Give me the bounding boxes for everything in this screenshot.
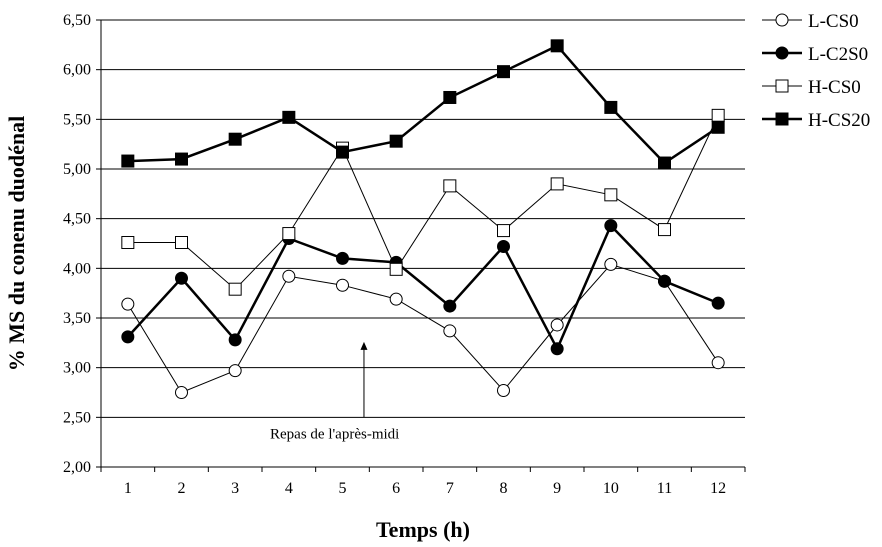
data-point [443, 299, 457, 313]
legend: L-CS0 L-C2S0 H-CS0 H-CS20 [762, 11, 870, 131]
data-point [282, 269, 296, 283]
x-tick-label: 7 [446, 480, 454, 497]
data-point [711, 108, 725, 122]
data-point [121, 236, 135, 250]
data-point [658, 223, 671, 237]
data-point [336, 278, 349, 292]
x-tick-label: 10 [603, 480, 619, 497]
data-point [336, 145, 349, 159]
data-point [443, 324, 457, 338]
x-tick-label: 1 [124, 480, 132, 497]
x-tick-label: 12 [710, 480, 726, 497]
data-point [389, 292, 403, 306]
data-point [711, 120, 725, 134]
data-point [711, 296, 725, 310]
legend-item: H-CS0 [762, 77, 861, 98]
data-point [711, 356, 725, 370]
legend-label: H-CS0 [808, 77, 861, 98]
x-tick-label: 4 [285, 480, 293, 497]
y-tick-label: 3,50 [63, 310, 91, 327]
data-point [121, 154, 135, 168]
series-h-cs20 [121, 39, 725, 170]
y-tick-label: 4,50 [63, 211, 91, 228]
data-point [175, 271, 188, 285]
y-tick-label: 3,00 [63, 360, 91, 377]
legend-marker [775, 112, 789, 126]
data-point [604, 100, 618, 114]
legend-item: L-C2S0 [762, 44, 868, 65]
data-point [497, 239, 510, 253]
y-tick-label: 5,50 [63, 111, 91, 128]
data-point [658, 156, 671, 170]
y-axis-title: % MS du conenu duodénal [4, 116, 29, 372]
y-tick-label: 4,00 [63, 260, 91, 277]
data-point [497, 224, 510, 238]
data-point [336, 251, 349, 265]
data-point [228, 364, 242, 378]
data-point [228, 282, 242, 296]
data-point [175, 386, 188, 399]
x-tick-label: 6 [392, 480, 400, 497]
data-point [550, 177, 564, 191]
series-line [127, 263, 719, 394]
data-point [550, 39, 564, 53]
annotation: Repas de l'après-midi [270, 341, 399, 442]
x-axis-title: Temps (h) [376, 517, 470, 542]
data-point [228, 132, 242, 146]
series-line [127, 115, 719, 290]
axes [96, 19, 746, 472]
y-tick-label: 2,50 [63, 409, 91, 426]
x-tick-label: 5 [339, 480, 347, 497]
legend-marker [775, 13, 789, 27]
data-point [604, 219, 618, 233]
series-h-cs0 [121, 108, 725, 296]
series-line [127, 44, 719, 165]
y-tick-label: 6,50 [63, 12, 91, 29]
y-tick-label: 6,00 [63, 62, 91, 79]
gridlines [101, 19, 745, 418]
legend-item: L-CS0 [762, 11, 859, 32]
data-point [282, 110, 296, 124]
y-tick-label: 2,00 [63, 459, 91, 476]
y-tick-labels: 2,00 2,50 3,00 3,50 4,00 4,50 5,00 5,50 6,00 6,50 [63, 12, 91, 476]
x-tick-labels: 1 2 3 4 5 6 7 8 9 10 11 12 [124, 480, 726, 497]
legend-label: L-CS0 [808, 11, 859, 32]
data-point [497, 65, 510, 79]
data-point [658, 274, 671, 288]
legend-marker [775, 79, 789, 93]
x-tick-label: 3 [231, 480, 239, 497]
data-point [443, 179, 457, 193]
legend-item: H-CS20 [762, 110, 870, 131]
legend-marker [775, 46, 789, 60]
x-tick-label: 2 [178, 480, 186, 497]
annotation-label: Repas de l'après-midi [270, 426, 399, 442]
data-point [604, 257, 618, 271]
series-l-c2s0 [121, 219, 725, 356]
data-point [121, 297, 135, 311]
data-point [443, 90, 457, 104]
data-point [389, 262, 403, 276]
series-line [126, 223, 719, 352]
data-point [228, 333, 242, 347]
legend-label: L-C2S0 [808, 44, 868, 65]
x-tick-label: 11 [657, 480, 672, 497]
data-point [497, 384, 510, 398]
data-point [175, 236, 188, 250]
data-point [604, 188, 618, 202]
series-l-cs0 [121, 257, 725, 399]
series-group [121, 39, 725, 399]
data-point [121, 330, 135, 344]
data-point [550, 342, 564, 356]
y-tick-label: 5,00 [63, 161, 91, 178]
data-point [175, 152, 188, 166]
legend-label: H-CS20 [808, 110, 870, 131]
x-tick-label: 9 [553, 480, 561, 497]
x-tick-label: 8 [500, 480, 508, 497]
data-point [282, 227, 296, 241]
data-point [389, 134, 403, 148]
data-point [550, 318, 564, 332]
annotation-arrowhead [360, 341, 368, 350]
